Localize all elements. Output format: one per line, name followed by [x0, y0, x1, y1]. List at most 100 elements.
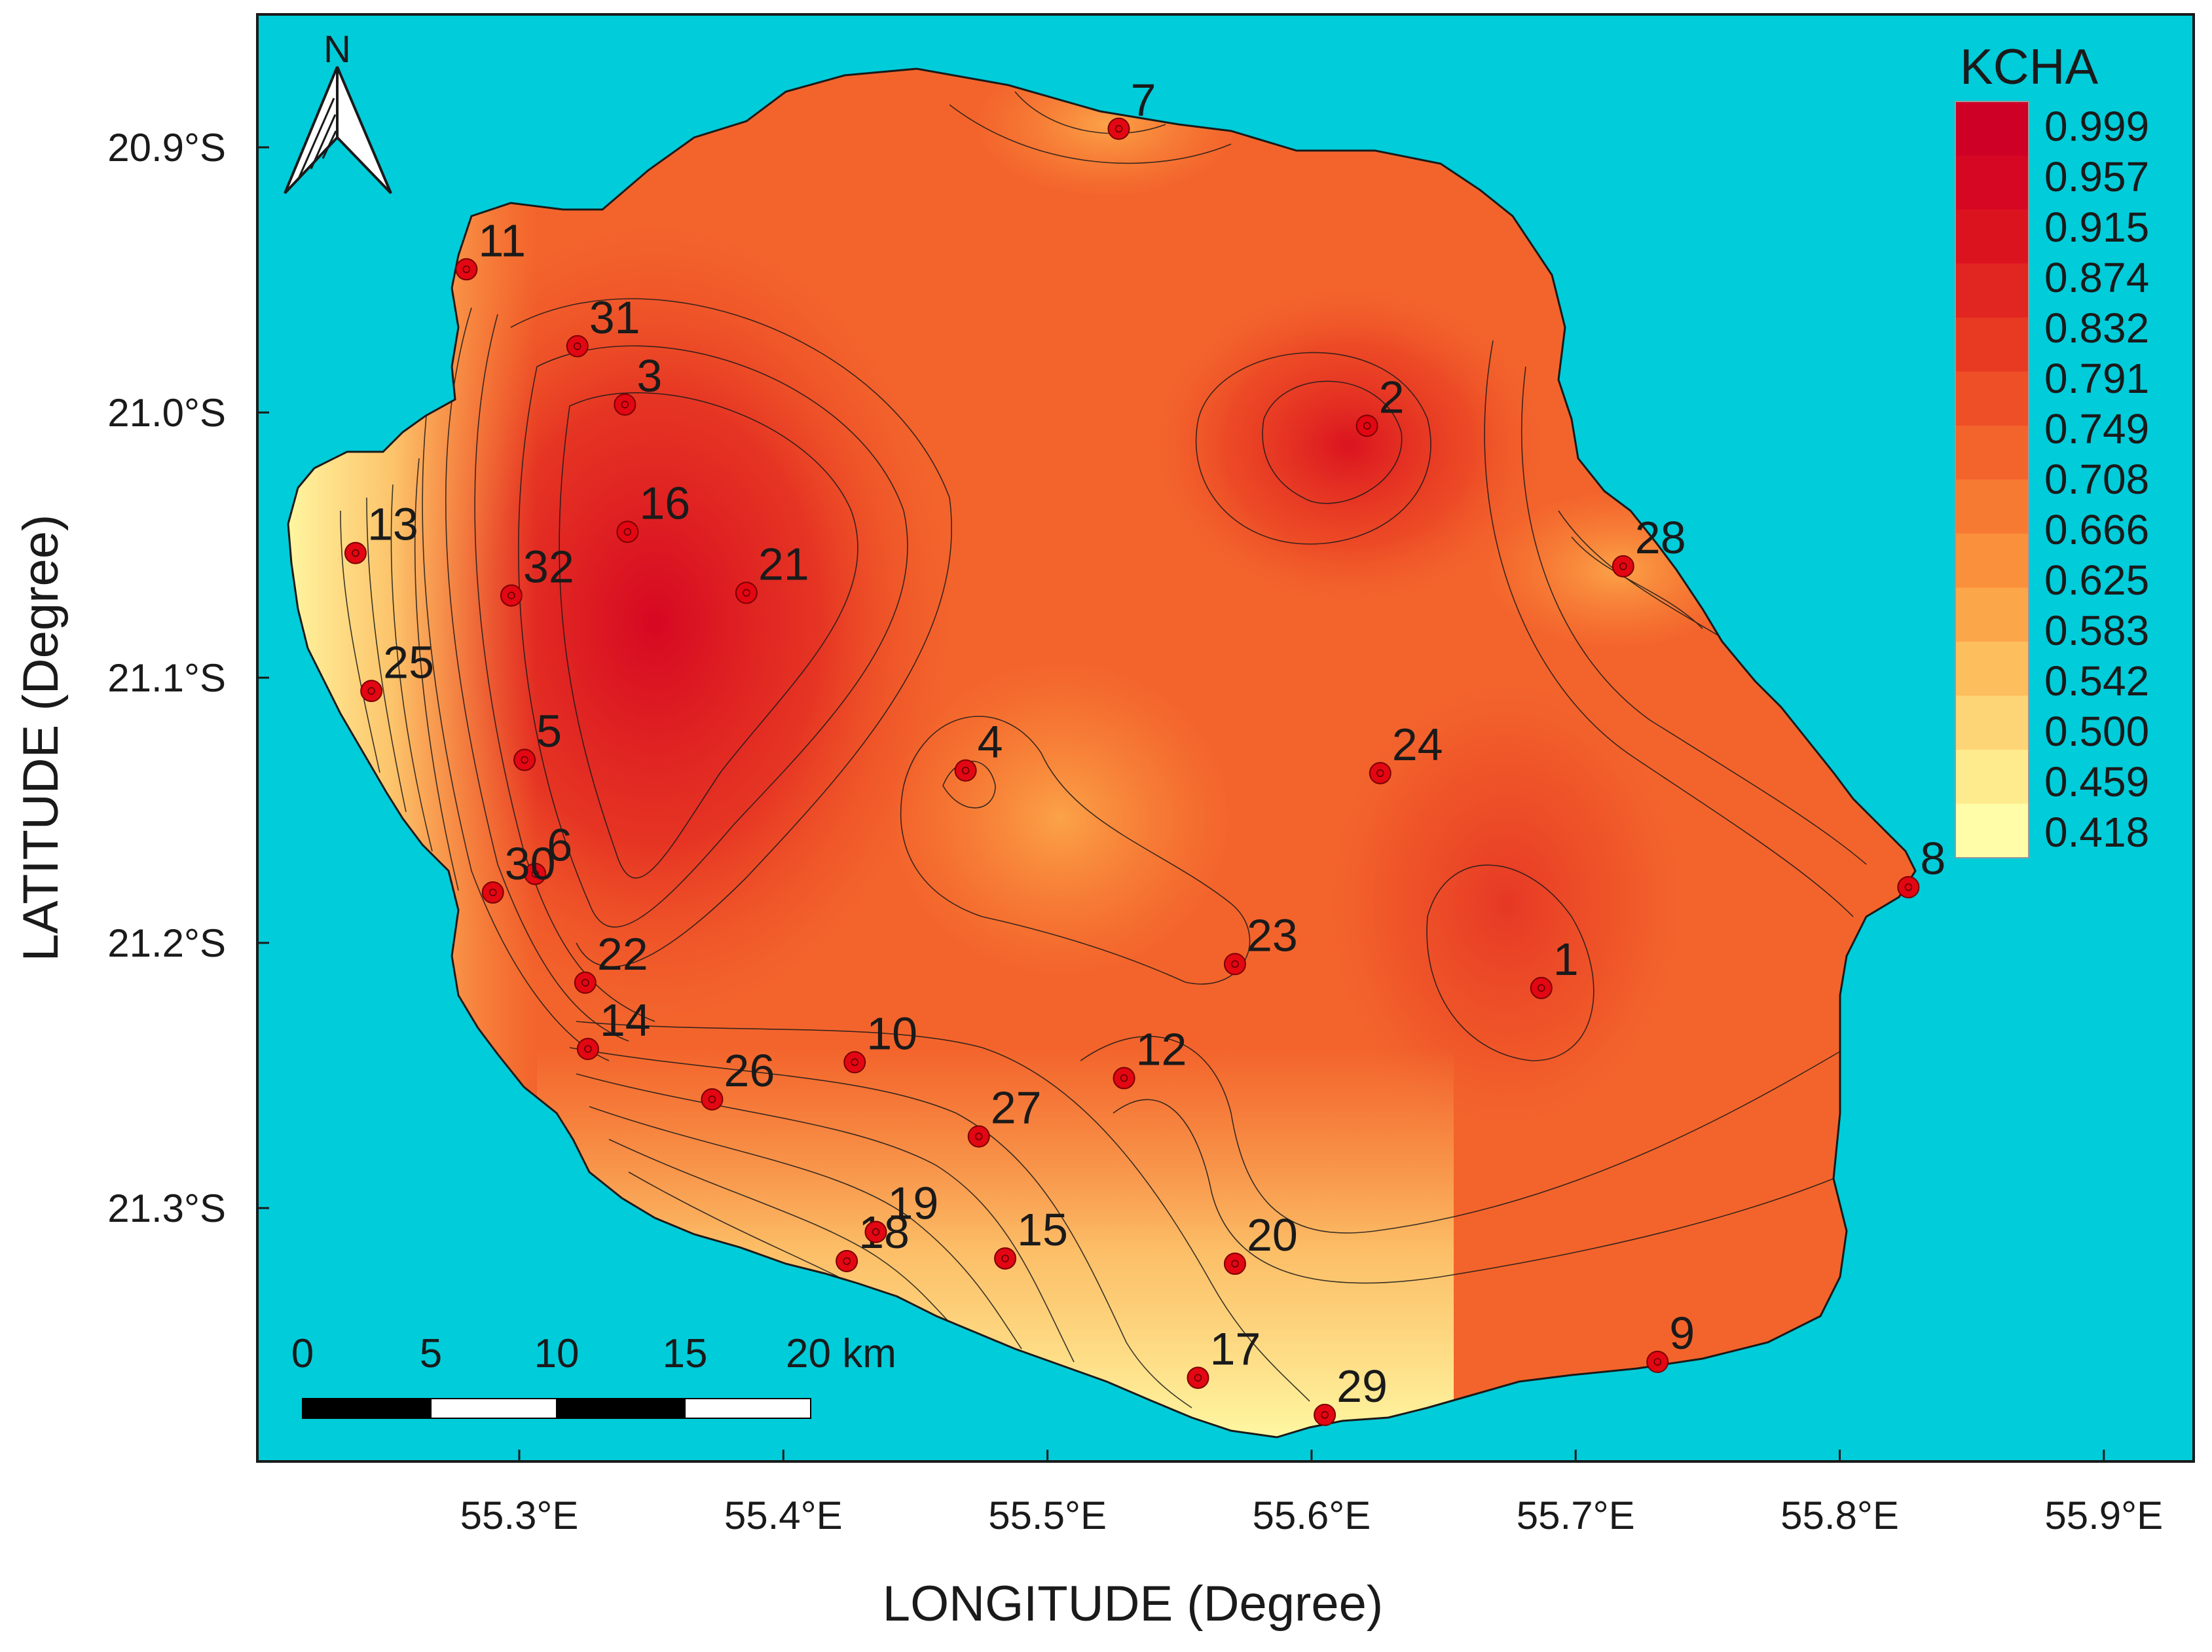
station-marker-center [573, 342, 581, 350]
station-marker[interactable] [614, 393, 636, 416]
legend-swatch [1955, 371, 2029, 426]
station-9[interactable]: 9 [1646, 1308, 1695, 1373]
station-4[interactable]: 4 [954, 716, 1003, 782]
legend-label: 0.957 [2044, 153, 2149, 200]
station-15[interactable]: 15 [994, 1204, 1068, 1270]
station-marker[interactable] [994, 1247, 1017, 1270]
station-marker[interactable] [1355, 414, 1378, 437]
station-label: 21 [758, 538, 809, 589]
scale-bar-segment-3 [556, 1398, 686, 1419]
station-3[interactable]: 3 [614, 350, 662, 416]
station-7[interactable]: 7 [1107, 75, 1156, 140]
station-1[interactable]: 1 [1530, 934, 1579, 999]
station-marker-center [1120, 1074, 1128, 1082]
station-marker[interactable] [455, 258, 478, 281]
y-tick-label: 21.3°S [107, 1186, 226, 1230]
station-marker[interactable] [1530, 976, 1553, 999]
station-22[interactable]: 22 [574, 928, 648, 994]
station-marker[interactable] [574, 971, 597, 994]
station-marker[interactable] [1107, 117, 1130, 140]
legend-bar-border [1955, 101, 2029, 858]
station-20[interactable]: 20 [1223, 1209, 1298, 1276]
station-marker[interactable] [843, 1051, 866, 1074]
north-arrow-label: N [323, 28, 351, 71]
station-marker[interactable] [967, 1125, 990, 1148]
legend-swatch [1955, 803, 2029, 858]
station-marker[interactable] [735, 581, 758, 604]
station-marker[interactable] [1187, 1367, 1209, 1389]
station-label: 25 [383, 636, 434, 688]
station-marker[interactable] [1223, 1253, 1246, 1276]
legend-swatch [1955, 750, 2029, 805]
station-label: 11 [478, 215, 526, 266]
station-marker-center [531, 870, 539, 878]
station-marker[interactable] [1223, 953, 1246, 976]
station-marker[interactable] [500, 584, 523, 607]
legend-swatch [1955, 479, 2029, 534]
station-marker[interactable] [524, 862, 547, 885]
station-marker[interactable] [1646, 1350, 1669, 1373]
x-tick-label: 55.5°E [988, 1494, 1107, 1537]
scale-label-10: 10 [534, 1331, 580, 1376]
y-tick-label: 21.2°S [107, 921, 226, 965]
station-label: 8 [1920, 833, 1945, 884]
station-marker-center [623, 528, 632, 536]
station-marker[interactable] [1113, 1067, 1135, 1090]
station-marker[interactable] [1314, 1403, 1336, 1426]
station-10[interactable]: 10 [843, 1008, 917, 1074]
station-21[interactable]: 21 [735, 538, 809, 604]
scale-bar-segment-1 [302, 1398, 432, 1419]
station-marker[interactable] [864, 1221, 887, 1243]
station-31[interactable]: 31 [566, 292, 640, 358]
legend-title: KCHA [1960, 39, 2098, 95]
station-13[interactable]: 13 [344, 499, 418, 564]
station-marker-center [621, 401, 629, 409]
station-19[interactable]: 19 [864, 1177, 938, 1243]
scale-bar-segment-2 [430, 1398, 557, 1419]
station-32[interactable]: 32 [500, 541, 574, 607]
station-marker[interactable] [344, 541, 367, 564]
station-marker[interactable] [954, 759, 977, 782]
station-marker[interactable] [701, 1088, 724, 1111]
legend-swatch [1955, 263, 2029, 318]
station-marker[interactable] [616, 521, 639, 543]
station-marker-center [488, 889, 497, 896]
station-14[interactable]: 14 [576, 995, 651, 1060]
station-marker[interactable] [481, 881, 504, 904]
station-5[interactable]: 5 [513, 706, 562, 771]
station-27[interactable]: 27 [967, 1082, 1042, 1148]
station-23[interactable]: 23 [1223, 909, 1298, 976]
station-marker[interactable] [576, 1038, 599, 1060]
station-2[interactable]: 2 [1355, 371, 1405, 437]
station-28[interactable]: 28 [1612, 512, 1686, 578]
station-26[interactable]: 26 [701, 1045, 775, 1111]
station-16[interactable]: 16 [616, 477, 690, 543]
scale-label-0: 0 [291, 1331, 314, 1376]
station-24[interactable]: 24 [1369, 719, 1443, 784]
station-30[interactable]: 30 [481, 838, 556, 904]
station-marker[interactable] [1369, 762, 1392, 784]
station-marker-center [1904, 883, 1913, 891]
station-marker[interactable] [1612, 555, 1634, 578]
station-17[interactable]: 17 [1187, 1323, 1261, 1389]
station-6[interactable]: 6 [524, 820, 572, 885]
station-label: 1 [1553, 934, 1579, 985]
north-arrow-hatch-2 [310, 114, 337, 170]
station-marker[interactable] [513, 748, 536, 771]
legend-label: 0.625 [2044, 557, 2149, 604]
station-marker-center [1231, 1260, 1239, 1268]
legend-swatch [1955, 426, 2029, 481]
station-marker[interactable] [566, 335, 589, 358]
station-11[interactable]: 11 [455, 215, 526, 281]
station-marker-center [1538, 984, 1545, 992]
station-label: 24 [1392, 719, 1443, 770]
station-marker[interactable] [836, 1250, 858, 1272]
scale-bar: 0 5 10 15 20 km [291, 1331, 896, 1419]
station-marker[interactable] [360, 680, 383, 703]
station-25[interactable]: 25 [360, 636, 434, 703]
station-12[interactable]: 12 [1113, 1024, 1187, 1090]
station-marker[interactable] [1897, 875, 1920, 898]
station-8[interactable]: 8 [1897, 833, 1945, 898]
station-29[interactable]: 29 [1314, 1361, 1388, 1426]
